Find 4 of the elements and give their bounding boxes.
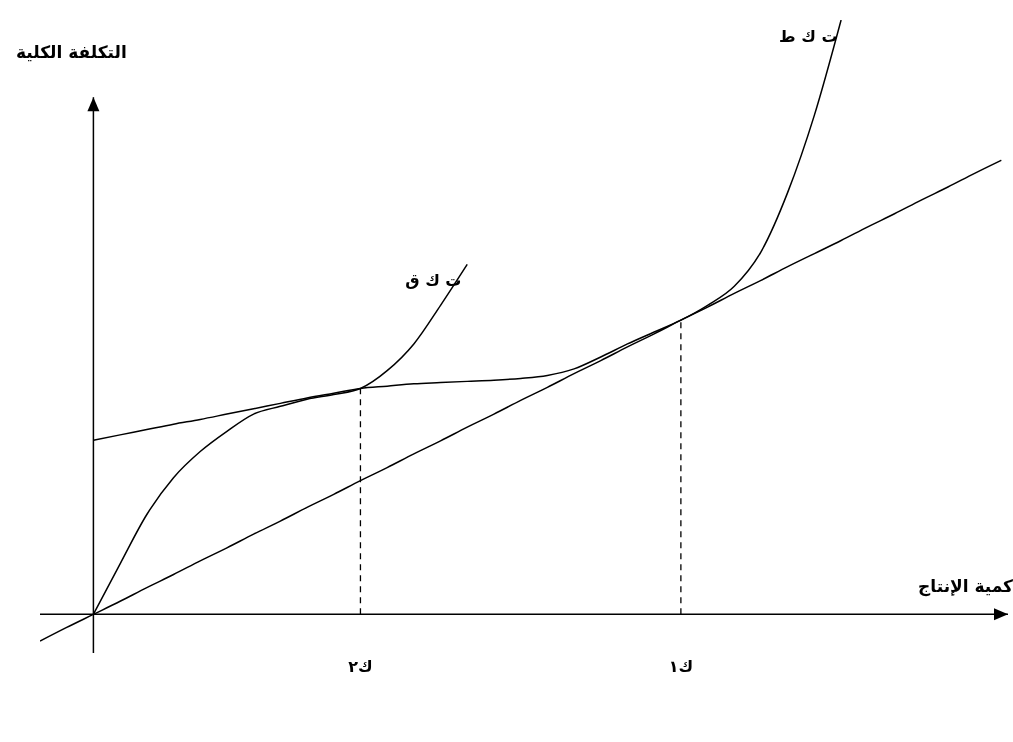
y-axis-title: التكلفة الكلية <box>16 42 127 62</box>
x-tick-label: ك١ <box>668 657 694 677</box>
x-tick-label: ك٢ <box>348 657 373 677</box>
x-axis-title: كمية الإنتاج <box>918 576 1013 596</box>
